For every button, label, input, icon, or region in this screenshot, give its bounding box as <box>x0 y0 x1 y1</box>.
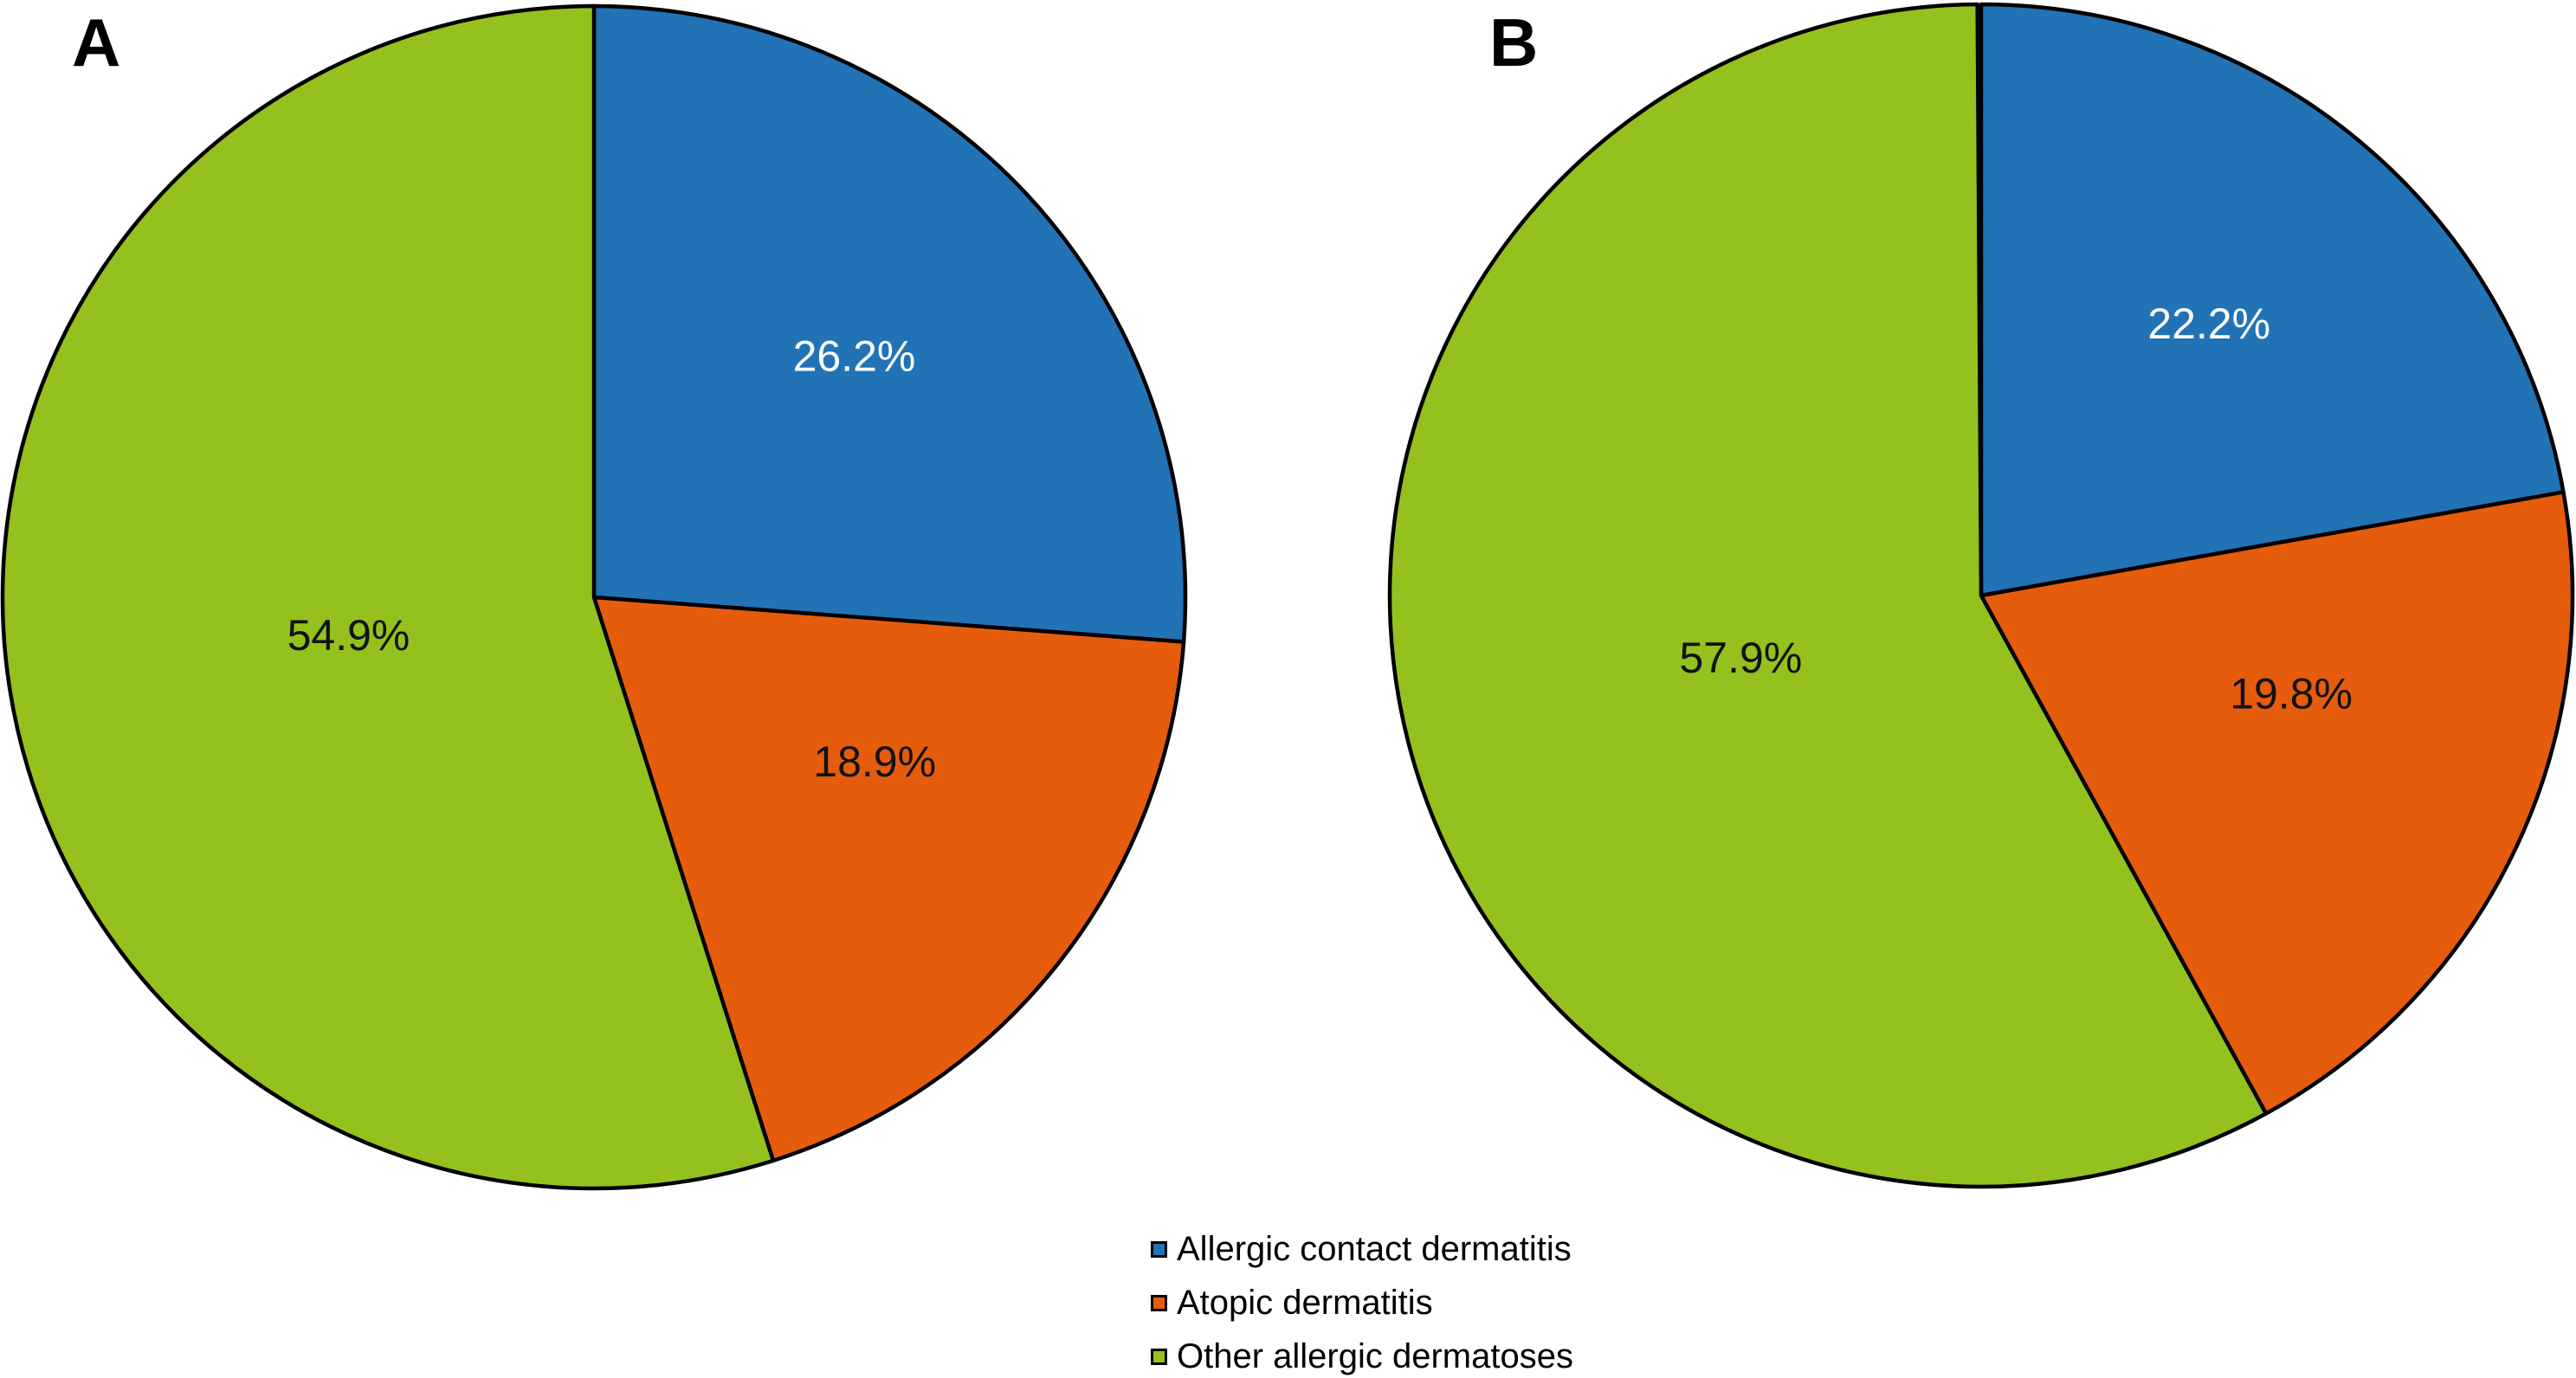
pie-slice-label: 57.9% <box>1680 634 1803 682</box>
legend-item: Other allergic dermatoses <box>1151 1330 1573 1378</box>
legend: Allergic contact dermatitis Atopic dermat… <box>1151 1222 1573 1378</box>
pie-slice-a-atopic-dermatitis <box>591 595 1186 1163</box>
pie-chart-b: 22.2% 19.8% 57.9% <box>1387 2 2575 1189</box>
pie-slice-b-allergic-contact-dermatitis <box>1979 2 2566 598</box>
legend-label: Atopic dermatitis <box>1177 1284 1433 1322</box>
legend-label: Other allergic dermatoses <box>1177 1337 1573 1375</box>
pie-slice-b-atopic-dermatitis <box>1979 490 2575 1116</box>
legend-item: Allergic contact dermatitis <box>1151 1222 1573 1276</box>
pie-slice-a-other-allergic-dermatoses <box>0 3 776 1191</box>
legend-marker-icon <box>1151 1294 1167 1311</box>
pie-slice-label: 18.9% <box>813 737 936 786</box>
legend-label: Allergic contact dermatitis <box>1177 1230 1572 1268</box>
panel-label-a: A <box>72 4 121 80</box>
legend-marker-icon <box>1151 1240 1167 1258</box>
pie-slice-label: 22.2% <box>2147 299 2270 348</box>
pie-slice-label: 19.8% <box>2230 669 2353 718</box>
legend-marker-icon <box>1151 1348 1167 1365</box>
panel-label-b: B <box>1489 4 1539 80</box>
legend-item: Atopic dermatitis <box>1151 1276 1573 1330</box>
pie-chart-a: 26.2% 18.9% 54.9% <box>0 3 1188 1191</box>
pie-slice-a-allergic-contact-dermatitis <box>591 3 1188 644</box>
pie-slice-b-other-allergic-dermatoses <box>1387 2 2269 1189</box>
pie-slice-label: 54.9% <box>287 611 410 660</box>
pie-slice-label: 26.2% <box>793 332 916 380</box>
